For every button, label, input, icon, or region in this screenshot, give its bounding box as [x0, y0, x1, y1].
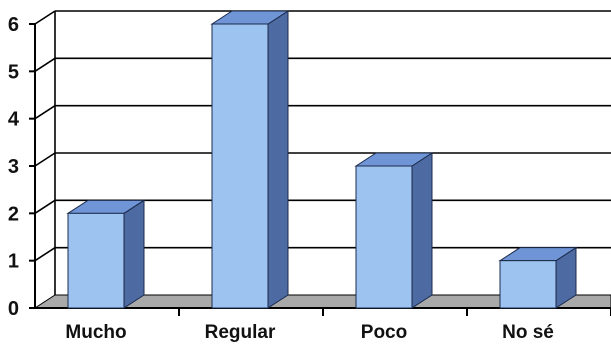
y-tick-label: 3 [8, 156, 19, 178]
bar-side-3 [411, 152, 433, 309]
gridline-depth [34, 152, 56, 167]
y-tick-label: 5 [8, 61, 19, 83]
gridline-depth [34, 246, 56, 262]
y-tick-label: 0 [8, 298, 19, 320]
y-tick-label: 2 [8, 203, 19, 225]
y-tick-label: 4 [8, 109, 20, 131]
gridline-depth [34, 104, 56, 120]
x-tick-label: No sé [502, 322, 554, 343]
bar-2 [211, 23, 269, 309]
bar-side-2 [267, 10, 289, 309]
gridlines [34, 10, 611, 295]
gridline-depth [34, 199, 56, 215]
x-tick-label: Mucho [65, 322, 126, 343]
bar-1 [67, 212, 125, 309]
x-tick-label: Regular [205, 322, 276, 343]
gridline-depth [34, 10, 56, 25]
bar-4 [499, 260, 557, 309]
bar-side-1 [123, 199, 145, 309]
gridline-depth [34, 57, 56, 73]
y-tick-label: 1 [8, 251, 19, 273]
bar-3 [355, 165, 413, 309]
y-tick-label: 6 [8, 14, 19, 36]
x-tick-label: Poco [361, 322, 407, 343]
tick-labels: 0 1 2 3 4 5 6 Mucho Regular Poco No sé [8, 14, 554, 343]
bars [66, 10, 578, 309]
